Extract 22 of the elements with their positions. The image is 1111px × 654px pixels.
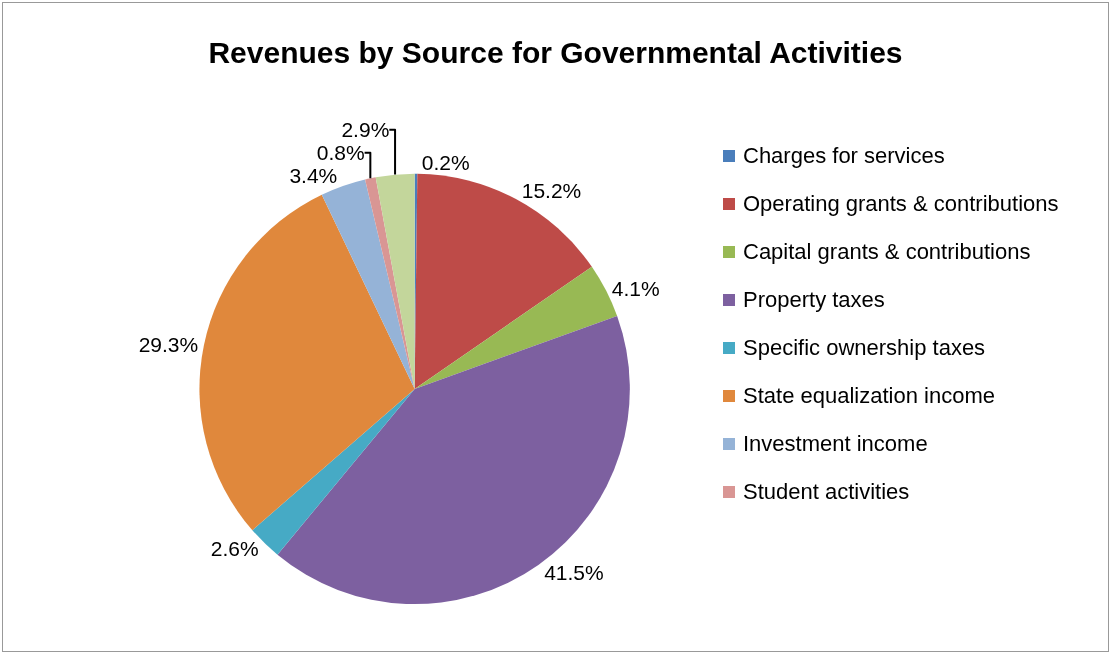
legend-label: Charges for services xyxy=(743,143,945,169)
data-label: 2.9% xyxy=(341,118,390,142)
pie-slice xyxy=(375,173,415,389)
pie-slice xyxy=(414,173,592,389)
data-label: 4.1% xyxy=(611,276,660,300)
data-label: 2.6% xyxy=(210,537,259,561)
data-label: 0.2% xyxy=(421,150,470,174)
legend-label: Student activities xyxy=(743,479,910,505)
pie-slice xyxy=(277,316,630,604)
legend-label: Specific ownership taxes xyxy=(743,335,986,361)
pie-slice xyxy=(199,194,415,531)
legend-label: Operating grants & contributions xyxy=(743,191,1059,217)
data-label: 15.2% xyxy=(521,178,582,202)
legend-label: Capital grants & contributions xyxy=(743,239,1031,265)
data-label: 0.8% xyxy=(316,141,365,165)
data-label: 29.3% xyxy=(138,333,199,357)
legend-label: Property taxes xyxy=(743,287,885,313)
chart-title: Revenues by Source for Governmental Activities xyxy=(208,35,903,69)
data-label: 3.4% xyxy=(289,164,338,188)
legend-label: Investment income xyxy=(743,431,928,457)
legend-label: State equalization income xyxy=(743,383,995,409)
data-label: 41.5% xyxy=(544,561,604,585)
